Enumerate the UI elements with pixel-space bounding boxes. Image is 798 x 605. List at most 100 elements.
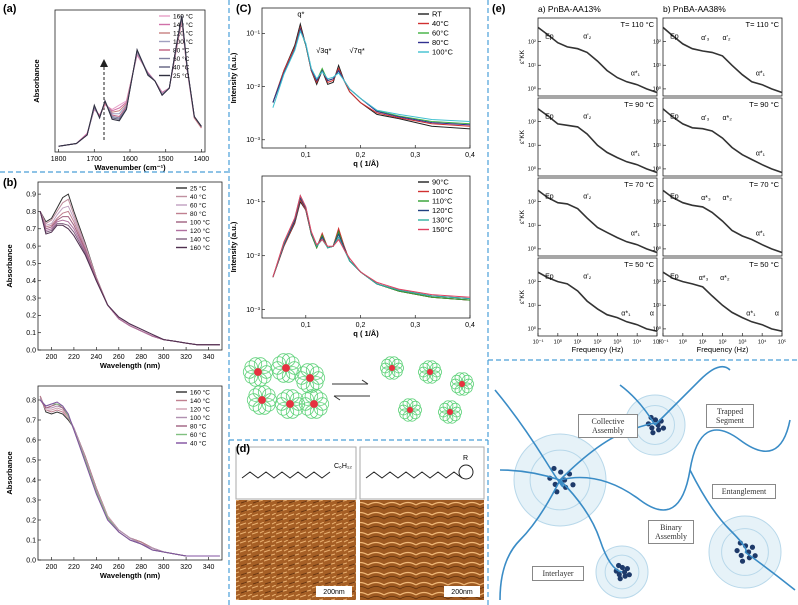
y-tick-label: 0.6: [26, 437, 36, 444]
y-tick-label: 10⁻²: [246, 84, 260, 91]
chart-title: b) PnBA-AA38%: [663, 4, 726, 14]
y-tick-label: 0.8: [26, 397, 36, 404]
annotation: α: [650, 311, 654, 318]
y-tick-label: 0.3: [26, 497, 36, 504]
afm-image: [360, 500, 484, 600]
annotation: q*: [297, 9, 304, 18]
x-tick-label: 200: [46, 354, 58, 361]
micelle-loop: [399, 408, 411, 420]
legend-label: 40°C: [432, 19, 449, 28]
y-tick-label: 0.3: [26, 295, 36, 302]
annotation: √3q*: [316, 46, 331, 55]
micelle-loop: [451, 382, 463, 394]
micelle-loop: [310, 376, 324, 390]
micelle-core: [458, 380, 466, 388]
annotation: α*₂: [723, 115, 733, 122]
temperature-label: T= 110 °C: [745, 20, 779, 29]
plot-frame: [261, 7, 471, 149]
polymer-chain: [654, 365, 731, 426]
legend-label: 25 °C: [190, 185, 207, 193]
temperature-label: T= 110 °C: [620, 20, 654, 29]
temperature-label: T= 70 °C: [749, 180, 779, 189]
annotation: α*₁: [746, 311, 756, 318]
x-tick-label: 260: [113, 564, 125, 571]
polymer-chain: [499, 469, 561, 481]
x-tick-label: 200: [46, 564, 58, 571]
micelle-loop: [449, 410, 461, 422]
chart: 10⁰ 10¹ 10² b) PnBA-AA38% T= 110 °C Ep α'₃ α'₂ α…: [653, 4, 783, 97]
annotation: α'₂: [583, 33, 591, 40]
polymer-chain: [494, 389, 564, 488]
micelle-loop: [439, 410, 451, 422]
sticker: [734, 547, 740, 554]
micelle-loop: [257, 401, 272, 415]
x-axis-label: q ( 1/Å): [353, 329, 379, 338]
network-schematic: [494, 365, 796, 601]
x-tick-label: 300: [158, 564, 170, 571]
y-tick-label: 0.5: [26, 457, 36, 464]
micelle-loop: [257, 385, 272, 399]
y-tick-label: 0.1: [26, 330, 36, 337]
y-tick-label: 10¹: [653, 223, 661, 229]
substituent: R: [463, 455, 468, 462]
series-line: [272, 25, 470, 127]
micelle-loop: [248, 398, 262, 412]
y-tick-label: 10¹: [653, 143, 661, 149]
y-tick-label: 10⁰: [653, 326, 662, 333]
annotation: α*₁: [631, 71, 641, 78]
sticker: [622, 573, 628, 579]
annotation: Ep: [670, 33, 679, 40]
x-tick-label: 240: [90, 564, 102, 571]
y-tick-label: 0.2: [26, 313, 36, 320]
series-line: [272, 194, 470, 298]
afm-panel: 200nm 200nm C₆H₁₂ R: [235, 446, 485, 600]
micelle-loop: [272, 366, 286, 380]
diagram-label: Collective Assembly: [578, 414, 638, 439]
micelle-loop: [300, 363, 315, 377]
y-tick-label: 10⁰: [528, 246, 537, 253]
y-tick-label: 10²: [528, 119, 536, 125]
scale-box: [444, 586, 480, 597]
legend-label: 120°C: [432, 206, 454, 215]
micelle-loop: [439, 402, 451, 414]
afm-image: [236, 500, 356, 600]
x-tick-label: 1600: [122, 156, 138, 163]
y-tick-label: 0.7: [26, 417, 36, 424]
x-axis-label: Frequency (Hz): [572, 345, 624, 354]
micelle-loop: [449, 402, 461, 414]
micelle-loop: [280, 389, 295, 403]
sticker: [626, 572, 632, 578]
legend-label: 60 °C: [190, 202, 207, 210]
y-tick-label: 10²: [653, 39, 661, 45]
annotation: Ep: [670, 193, 679, 200]
assembly-halo: [721, 528, 769, 576]
sticker: [558, 469, 564, 475]
series-line: [538, 189, 657, 254]
micelle-loop: [276, 353, 291, 367]
micelle-core: [388, 364, 396, 372]
legend-label: 40 °C: [190, 193, 207, 201]
series-line: [39, 399, 220, 557]
micelle-schematic: [242, 353, 474, 424]
series-line: [58, 15, 202, 147]
sticker: [649, 425, 655, 431]
y-tick-label: 0.1: [26, 537, 36, 544]
micelle-loop: [451, 374, 463, 386]
x-tick-label: 0,3: [410, 322, 420, 329]
diagram-label: Trapped Segment: [706, 404, 754, 429]
y-axis-label: ε''KK: [519, 49, 526, 64]
y-tick-label: 10¹: [528, 63, 536, 69]
x-tick-label: 340: [203, 354, 215, 361]
diagram-label: Interlayer: [532, 566, 584, 582]
y-tick-label: 10⁰: [653, 86, 662, 93]
x-axis-label: Wavenumber (cm⁻¹): [94, 163, 166, 172]
sticker: [752, 553, 758, 559]
x-tick-label: 300: [158, 354, 170, 361]
x-axis-label: Frequency (Hz): [697, 345, 749, 354]
temperature-label: T= 90 °C: [749, 100, 779, 109]
annotation: α'₂: [583, 273, 591, 280]
chart: 10⁰ 10¹ 10² T= 70 °C Ep α*₃ α*₂ α*₁: [653, 177, 783, 257]
micelle-loop: [305, 363, 320, 377]
y-tick-label: 0.9: [26, 191, 36, 198]
y-tick-label: 10¹: [653, 63, 661, 69]
